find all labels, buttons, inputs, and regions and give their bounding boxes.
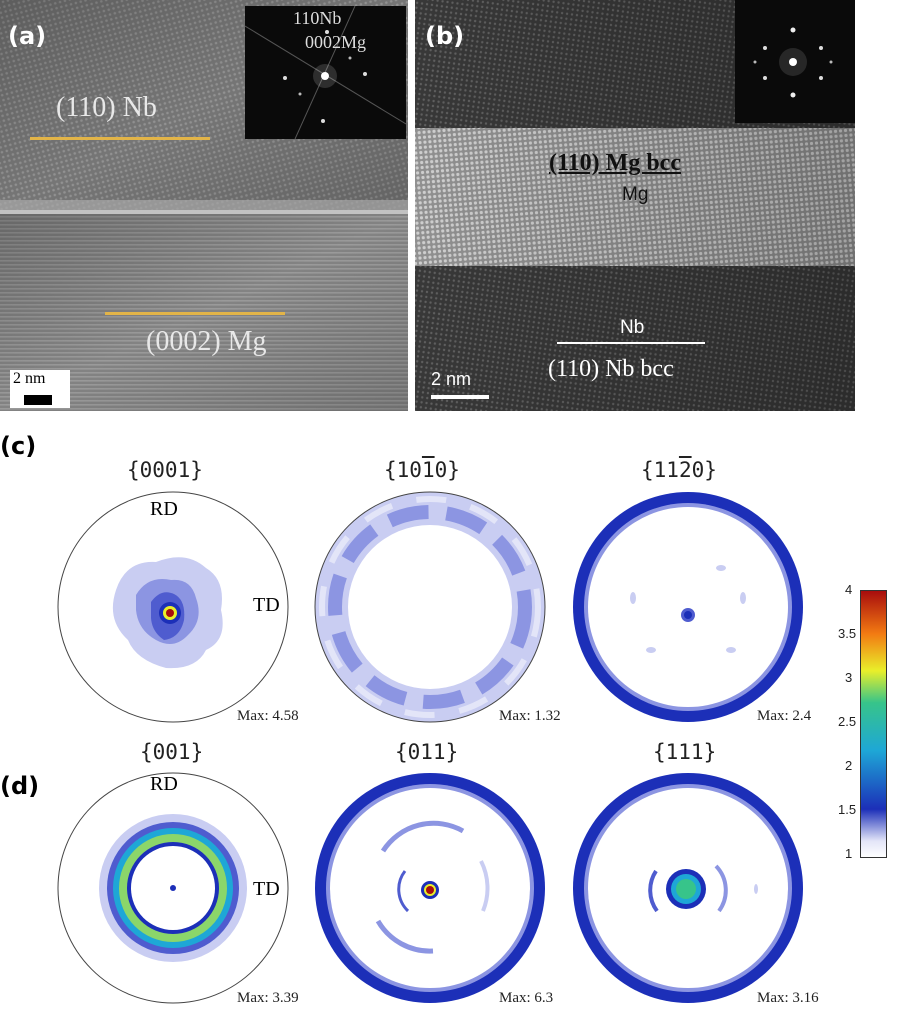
pole-figure-001 (56, 771, 290, 1005)
label-110-nb-bcc: (110) Nb bcc (548, 356, 674, 382)
max-label-001: Max: 3.39 (237, 990, 299, 1006)
td-label-d: TD (253, 878, 280, 900)
rd-label-d: RD (150, 773, 178, 795)
max-label-10-10: Max: 1.32 (499, 708, 561, 724)
pole-figure-111 (571, 771, 805, 1005)
colorbar-tick-1.5: 1.5 (838, 802, 857, 817)
pole-figure-title-0001: {0001} (127, 458, 203, 482)
colorbar-tick-2.5: 2.5 (838, 714, 857, 729)
inset-label-110nb: 110Nb (293, 8, 342, 28)
panel-label-d: (d) (0, 772, 40, 800)
pole-figure-011 (313, 771, 547, 1005)
pole-figure-title-001: {001} (140, 740, 204, 764)
scale-bar-label-a: 2 nm (13, 370, 46, 387)
panel-label-a: (a) (8, 22, 47, 50)
marker-line-nb (30, 137, 210, 140)
pole-figure-11-20 (571, 490, 805, 724)
label-nb: Nb (620, 317, 645, 338)
colorbar-tick-3: 3 (845, 670, 853, 685)
pole-figure-0001 (56, 490, 290, 724)
panel-label-b: (b) (425, 22, 465, 50)
scale-bar-b (431, 395, 489, 399)
max-label-11-20: Max: 2.4 (757, 708, 812, 724)
colorbar-tick-2: 2 (845, 758, 853, 773)
scale-bar-a (24, 395, 52, 405)
max-label-111: Max: 3.16 (757, 990, 819, 1006)
pole-figure-title-011: {011} (395, 740, 459, 764)
label-110-mg-bcc: (110) Mg bcc (549, 150, 681, 176)
max-label-011: Max: 6.3 (499, 990, 554, 1006)
pole-figure-title-11-20: {1120} (641, 458, 717, 482)
pole-figure-title-111: {111} (653, 740, 717, 764)
inset-label-0002mg: 0002Mg (305, 32, 367, 52)
max-label-0001: Max: 4.58 (237, 708, 299, 724)
td-label-c: TD (253, 594, 280, 616)
rd-label-c: RD (150, 498, 178, 520)
fft-inset-a (244, 5, 407, 140)
colorbar-tick-4: 4 (845, 582, 853, 597)
marker-line-mg (105, 312, 285, 315)
pole-figure-10-10 (313, 490, 547, 724)
colorbar-tick-1: 1 (845, 846, 853, 861)
label-0002-mg: (0002) Mg (146, 326, 267, 357)
fft-inset-b (735, 0, 855, 123)
pole-figure-title-10-10: {1010} (384, 458, 460, 482)
marker-line-nb-bcc (557, 342, 705, 344)
panel-label-c: (c) (0, 432, 37, 460)
scale-bar-label-b: 2 nm (431, 369, 472, 389)
label-mg: Mg (622, 184, 649, 205)
colorbar-tick-3.5: 3.5 (838, 626, 857, 641)
label-110-nb: (110) Nb (56, 92, 157, 123)
colorbar (860, 590, 887, 858)
